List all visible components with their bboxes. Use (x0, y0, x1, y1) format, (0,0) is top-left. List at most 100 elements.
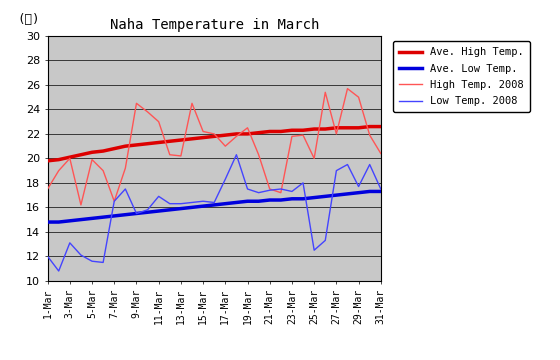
High Temp. 2008 (100, 168, 106, 173)
Text: (℃): (℃) (17, 13, 40, 26)
High Temp. 2008 (267, 187, 273, 191)
Ave. Low Temp. (377, 189, 384, 194)
Ave. High Temp. (200, 135, 207, 140)
High Temp. 2008 (166, 153, 173, 157)
High Temp. 2008 (277, 190, 284, 195)
Ave. Low Temp. (67, 219, 73, 223)
Ave. Low Temp. (178, 206, 184, 211)
Ave. High Temp. (233, 132, 240, 136)
Ave. High Temp. (189, 137, 195, 141)
Ave. Low Temp. (133, 211, 140, 216)
Ave. High Temp. (88, 150, 95, 154)
Ave. High Temp. (355, 126, 362, 130)
Low Temp. 2008 (233, 153, 240, 157)
High Temp. 2008 (189, 101, 195, 105)
High Temp. 2008 (88, 157, 95, 162)
Ave. Low Temp. (244, 199, 251, 203)
Line: Low Temp. 2008: Low Temp. 2008 (48, 155, 381, 271)
High Temp. 2008 (77, 203, 84, 207)
High Temp. 2008 (111, 199, 118, 203)
High Temp. 2008 (178, 154, 184, 158)
Ave. Low Temp. (88, 216, 95, 221)
High Temp. 2008 (355, 95, 362, 99)
Low Temp. 2008 (189, 200, 195, 204)
Ave. Low Temp. (322, 194, 329, 198)
Low Temp. 2008 (77, 253, 84, 257)
Ave. Low Temp. (355, 190, 362, 195)
Line: Ave. Low Temp.: Ave. Low Temp. (48, 192, 381, 222)
Ave. High Temp. (67, 155, 73, 159)
High Temp. 2008 (322, 90, 329, 94)
High Temp. 2008 (55, 168, 62, 173)
Ave. High Temp. (288, 128, 295, 132)
Low Temp. 2008 (211, 200, 217, 204)
High Temp. 2008 (233, 134, 240, 139)
Ave. Low Temp. (288, 197, 295, 201)
Low Temp. 2008 (300, 181, 306, 185)
High Temp. 2008 (377, 151, 384, 156)
Ave. Low Temp. (267, 198, 273, 202)
Ave. Low Temp. (100, 215, 106, 219)
Ave. High Temp. (133, 143, 140, 147)
High Temp. 2008 (255, 153, 262, 157)
High Temp. 2008 (122, 166, 129, 170)
High Temp. 2008 (344, 86, 351, 91)
Low Temp. 2008 (100, 260, 106, 265)
Ave. High Temp. (55, 157, 62, 162)
Ave. Low Temp. (333, 193, 340, 197)
Ave. Low Temp. (189, 205, 195, 210)
Ave. Low Temp. (44, 220, 51, 224)
Low Temp. 2008 (144, 208, 151, 212)
Low Temp. 2008 (200, 199, 207, 203)
Ave. High Temp. (333, 126, 340, 130)
Low Temp. 2008 (267, 188, 273, 192)
Ave. Low Temp. (344, 192, 351, 196)
High Temp. 2008 (200, 129, 207, 134)
Ave. Low Temp. (122, 212, 129, 217)
High Temp. 2008 (155, 120, 162, 124)
Ave. High Temp. (311, 127, 318, 131)
Ave. High Temp. (267, 129, 273, 134)
Low Temp. 2008 (133, 211, 140, 216)
Ave. High Temp. (377, 125, 384, 129)
Ave. Low Temp. (155, 209, 162, 213)
Line: Ave. High Temp.: Ave. High Temp. (48, 127, 381, 161)
Low Temp. 2008 (288, 189, 295, 194)
Ave. High Temp. (155, 140, 162, 145)
Ave. High Temp. (277, 129, 284, 134)
Title: Naha Temperature in March: Naha Temperature in March (110, 18, 319, 32)
Legend: Ave. High Temp., Ave. Low Temp., High Temp. 2008, Low Temp. 2008: Ave. High Temp., Ave. Low Temp., High Te… (393, 41, 530, 112)
Low Temp. 2008 (255, 190, 262, 195)
Ave. High Temp. (100, 149, 106, 153)
Ave. Low Temp. (111, 214, 118, 218)
High Temp. 2008 (67, 156, 73, 161)
Low Temp. 2008 (155, 194, 162, 198)
Ave. High Temp. (211, 134, 217, 139)
Ave. Low Temp. (77, 217, 84, 222)
Ave. High Temp. (166, 139, 173, 143)
Ave. High Temp. (322, 127, 329, 131)
Low Temp. 2008 (322, 238, 329, 243)
High Temp. 2008 (333, 132, 340, 136)
High Temp. 2008 (144, 110, 151, 114)
Low Temp. 2008 (222, 177, 228, 181)
Low Temp. 2008 (277, 187, 284, 191)
High Temp. 2008 (44, 187, 51, 191)
Low Temp. 2008 (88, 259, 95, 264)
Low Temp. 2008 (111, 199, 118, 203)
Low Temp. 2008 (55, 269, 62, 273)
Ave. High Temp. (77, 153, 84, 157)
Ave. High Temp. (111, 147, 118, 151)
Low Temp. 2008 (344, 162, 351, 167)
Low Temp. 2008 (166, 202, 173, 206)
Low Temp. 2008 (377, 187, 384, 191)
High Temp. 2008 (366, 133, 373, 137)
Low Temp. 2008 (355, 184, 362, 189)
High Temp. 2008 (300, 133, 306, 137)
Low Temp. 2008 (244, 187, 251, 191)
High Temp. 2008 (244, 126, 251, 130)
Ave. High Temp. (344, 126, 351, 130)
Ave. Low Temp. (222, 202, 228, 206)
High Temp. 2008 (311, 156, 318, 161)
Low Temp. 2008 (311, 248, 318, 252)
